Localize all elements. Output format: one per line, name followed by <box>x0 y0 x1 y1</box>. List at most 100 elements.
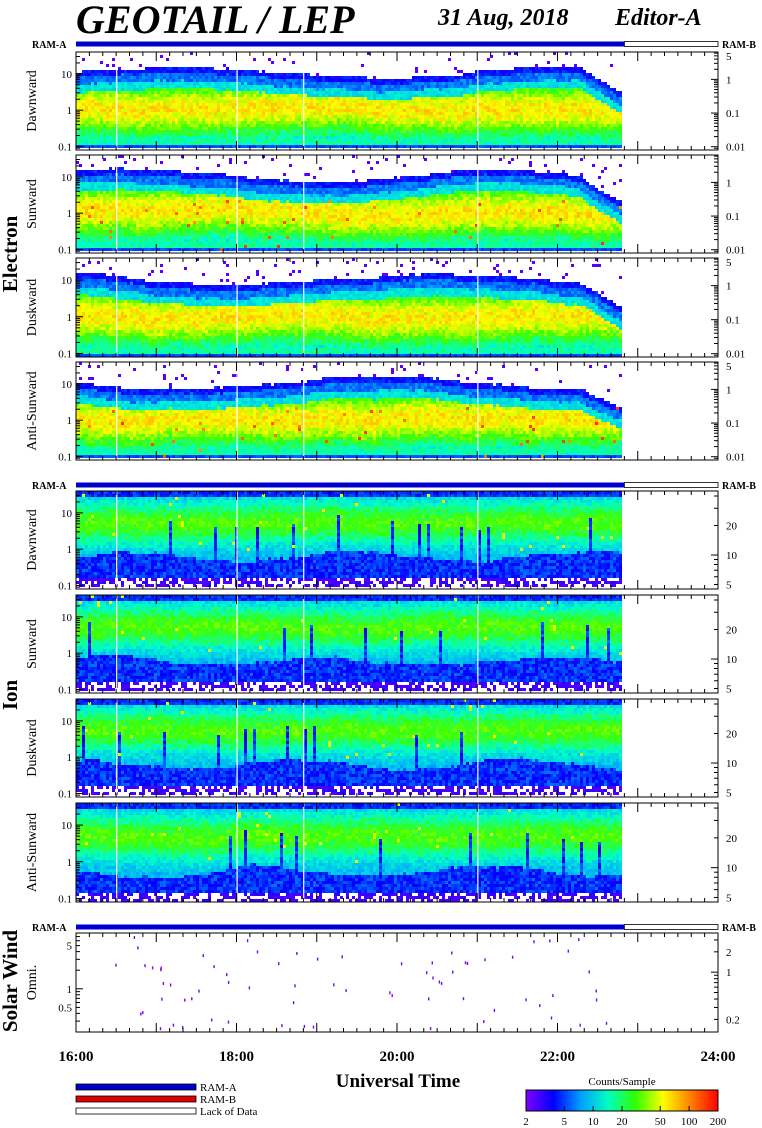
heat-cell <box>481 91 484 94</box>
heat-cell <box>394 91 397 94</box>
heat-cell <box>382 118 385 121</box>
heat-cell <box>538 115 541 118</box>
heat-cell <box>535 94 538 97</box>
heat-cell <box>541 94 544 97</box>
heat-cell <box>226 79 229 82</box>
heat-cell <box>136 115 139 118</box>
heat-cell <box>349 88 352 91</box>
heat-cell <box>232 106 235 109</box>
heat-cell <box>598 103 601 106</box>
heat-cell <box>199 142 202 145</box>
heat-cell <box>193 94 196 97</box>
heat-cell <box>133 133 136 136</box>
heat-cell <box>97 133 100 136</box>
heat-cell <box>439 142 442 145</box>
heat-cell <box>304 109 307 112</box>
heat-cell <box>352 76 355 79</box>
heat-cell <box>112 121 115 124</box>
heat-cell <box>259 94 262 97</box>
heat-cell <box>286 118 289 121</box>
heat-cell <box>298 139 301 142</box>
heat-cell <box>271 118 274 121</box>
heat-cell <box>388 79 391 82</box>
heat-cell <box>376 109 379 112</box>
heat-cell <box>133 136 136 139</box>
heat-cell <box>247 139 250 142</box>
heat-cell <box>478 130 481 133</box>
heat-cell <box>469 130 472 133</box>
heat-cell <box>211 109 214 112</box>
heat-cell <box>427 112 430 115</box>
heat-cell <box>88 70 91 73</box>
heat-cell <box>109 136 112 139</box>
heat-cell <box>142 106 145 109</box>
heat-cell <box>442 124 445 127</box>
heat-cell <box>100 97 103 100</box>
heat-cell <box>493 127 496 130</box>
heat-cell <box>280 118 283 121</box>
heat-cell <box>529 109 532 112</box>
heat-cell <box>82 127 85 130</box>
heat-cell <box>166 70 169 73</box>
heat-cell <box>253 97 256 100</box>
heat-cell <box>547 76 550 79</box>
heat-cell <box>118 70 121 73</box>
heat-cell <box>223 70 226 73</box>
heat-cell <box>565 79 568 82</box>
heat-cell <box>163 97 166 100</box>
heat-cell <box>370 145 373 148</box>
heat-cell <box>574 133 577 136</box>
heat-cell <box>88 185 91 188</box>
heat-cell <box>532 124 535 127</box>
heat-cell <box>100 133 103 136</box>
heat-cell <box>430 136 433 139</box>
heat-cell <box>475 142 478 145</box>
heat-cell <box>211 79 214 82</box>
heat-cell <box>154 142 157 145</box>
heat-cell <box>406 79 409 82</box>
heat-cell <box>199 109 202 112</box>
heat-cell <box>325 109 328 112</box>
heat-cell <box>502 136 505 139</box>
heat-cell <box>481 103 484 106</box>
heat-cell <box>172 145 175 148</box>
heat-cell <box>334 121 337 124</box>
heat-cell <box>538 94 541 97</box>
heat-cell <box>559 70 562 73</box>
heat-cell <box>214 82 217 85</box>
heat-cell <box>508 142 511 145</box>
heat-cell <box>499 88 502 91</box>
heat-cell <box>280 103 283 106</box>
heat-cell <box>163 118 166 121</box>
heat-cell <box>238 97 241 100</box>
heat-cell <box>475 76 478 79</box>
heat-cell <box>244 79 247 82</box>
heat-cell <box>325 118 328 121</box>
heat-cell <box>520 115 523 118</box>
heat-cell <box>598 127 601 130</box>
heat-cell <box>292 124 295 127</box>
heat-cell <box>151 136 154 139</box>
heat-cell <box>91 76 94 79</box>
heat-cell <box>220 94 223 97</box>
heat-cell <box>163 127 166 130</box>
heat-cell <box>559 130 562 133</box>
heat-cell <box>325 145 328 148</box>
heat-cell <box>370 79 373 82</box>
heat-cell <box>394 82 397 85</box>
heat-cell <box>283 124 286 127</box>
heat-cell <box>76 73 79 76</box>
heat-cell <box>472 133 475 136</box>
heat-cell <box>451 88 454 91</box>
heat-cell <box>412 76 415 79</box>
heat-cell <box>592 79 595 82</box>
heat-cell <box>85 73 88 76</box>
heat-cell <box>397 103 400 106</box>
heat-cell <box>94 209 97 212</box>
heat-cell <box>586 121 589 124</box>
heat-cell <box>274 79 277 82</box>
heat-cell <box>172 82 175 85</box>
heat-cell <box>523 130 526 133</box>
heat-cell <box>613 142 616 145</box>
heat-cell <box>301 145 304 148</box>
